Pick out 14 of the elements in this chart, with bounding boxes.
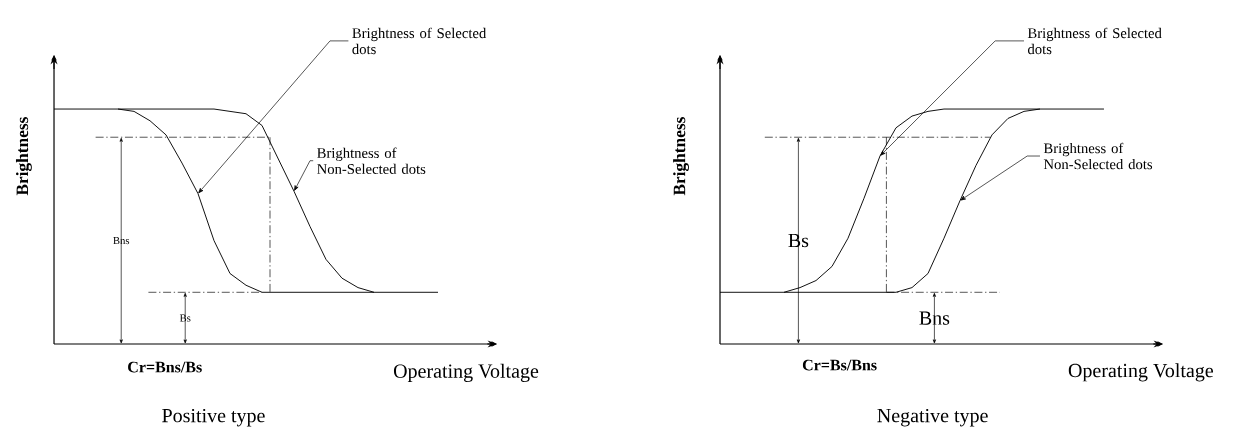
text: Cr=Bns/Bs	[128, 361, 202, 373]
y-axis-title: Brightness	[673, 117, 689, 196]
x-axis-title: Operating Voltage	[1068, 363, 1214, 382]
annotation: Bs	[179, 314, 191, 322]
annotation: Bns	[113, 237, 130, 245]
text: Positive type	[162, 408, 265, 427]
y-axis-title: Brightness	[15, 117, 32, 196]
text: Cr=Bs/Bns	[802, 359, 877, 371]
text: Brightness of Selected dots	[1027, 27, 1162, 55]
text: Brightness of Selected dots	[352, 27, 487, 55]
x-axis-title: Operating Voltage	[393, 363, 539, 382]
text: Brightness of Non-Selected dots	[1043, 142, 1153, 170]
text: Negative type	[877, 408, 988, 427]
series-label: Brightness of Non-Selected dots	[317, 147, 426, 174]
